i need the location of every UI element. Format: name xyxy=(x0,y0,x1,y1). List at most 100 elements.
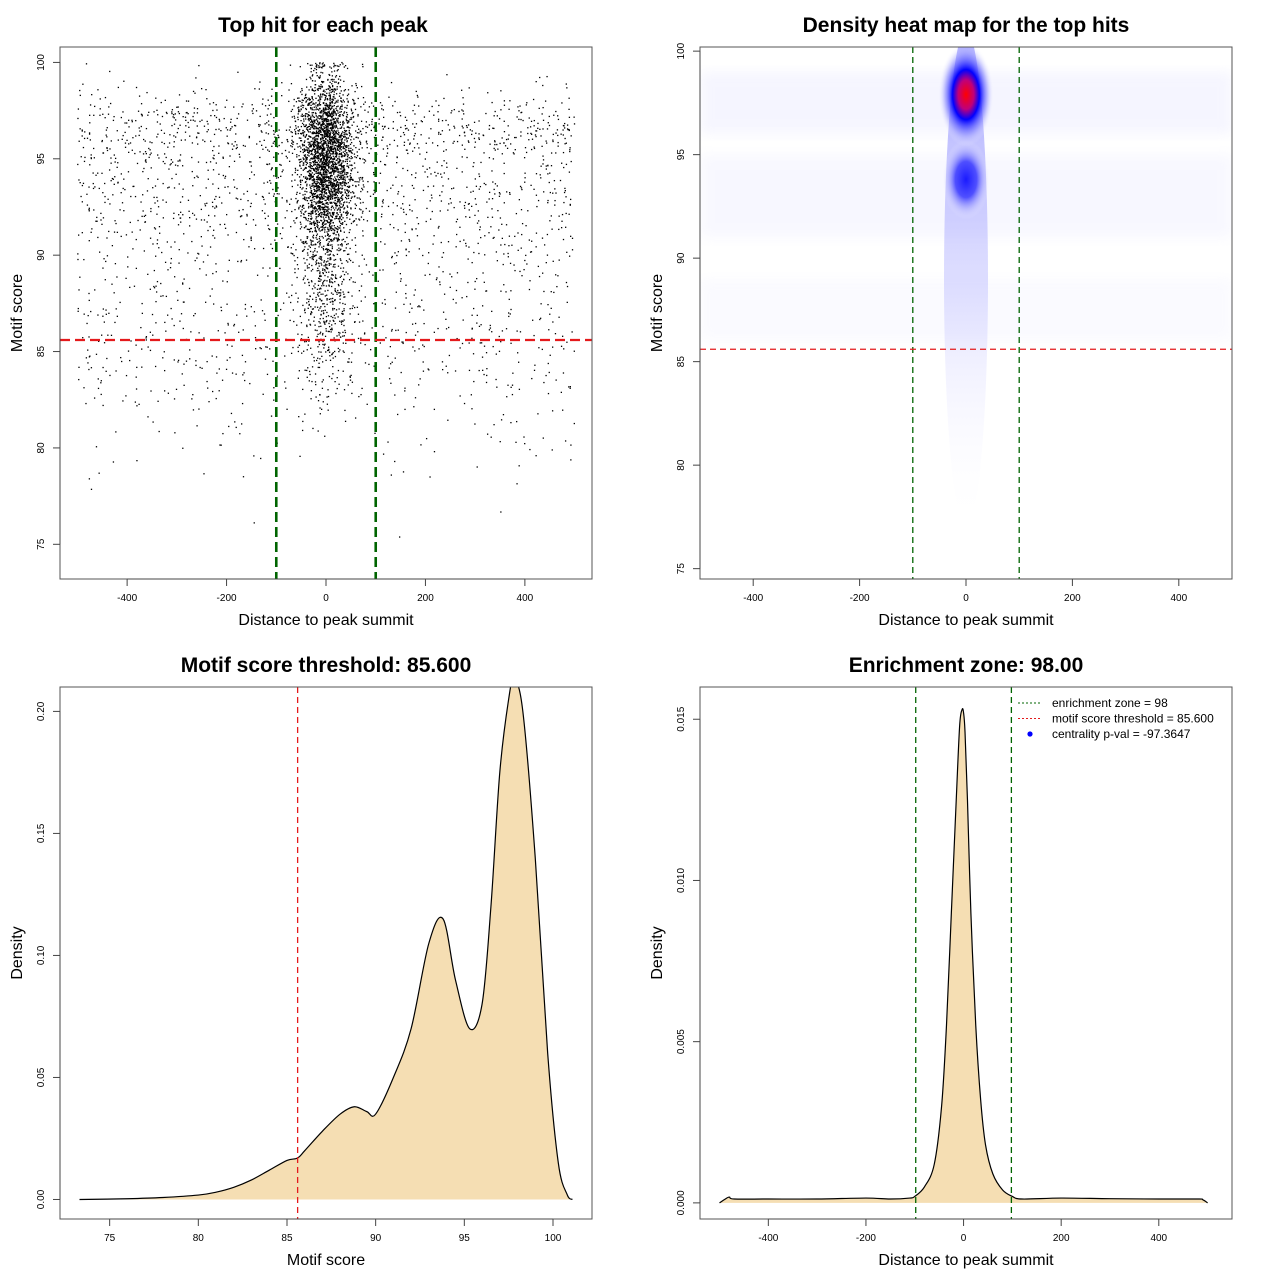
scatter-point xyxy=(350,157,352,160)
scatter-point xyxy=(111,244,114,247)
scatter-point xyxy=(349,259,352,262)
scatter-point xyxy=(314,122,316,124)
scatter-point xyxy=(533,369,536,372)
scatter-point xyxy=(476,314,478,317)
scatter-point xyxy=(311,308,314,310)
scatter-point xyxy=(286,210,288,212)
scatter-point xyxy=(318,246,320,248)
scatter-point xyxy=(344,146,347,148)
scatter-point xyxy=(545,261,547,264)
scatter-point xyxy=(274,239,276,241)
scatter-point xyxy=(304,211,306,213)
scatter-point xyxy=(286,199,288,202)
scatter-point xyxy=(306,183,308,185)
scatter-point xyxy=(313,138,316,140)
scatter-point xyxy=(331,111,333,113)
scatter-point xyxy=(371,123,373,125)
scatter-point xyxy=(142,138,145,141)
scatter-point xyxy=(327,187,330,190)
scatter-point xyxy=(269,348,271,350)
scatter-point xyxy=(558,228,560,231)
scatter-point xyxy=(157,178,159,180)
scatter-point xyxy=(362,230,364,232)
scatter-point xyxy=(496,143,498,146)
scatter-point xyxy=(159,123,161,125)
scatter-point xyxy=(338,239,340,241)
scatter-point xyxy=(346,165,348,167)
scatter-point xyxy=(350,177,352,179)
scatter-point xyxy=(295,127,297,129)
scatter-point xyxy=(314,306,316,308)
scatter-point xyxy=(422,189,425,192)
scatter-point xyxy=(314,190,316,193)
scatter-point xyxy=(312,157,314,159)
scatter-point xyxy=(311,167,313,170)
scatter-point xyxy=(323,260,326,262)
scatter-point xyxy=(299,66,301,68)
scatter-point xyxy=(173,123,176,125)
scatter-point xyxy=(309,161,311,164)
scatter-point xyxy=(353,162,356,164)
scatter-point xyxy=(339,244,342,246)
scatter-point xyxy=(302,169,304,171)
scatter-point xyxy=(189,349,191,351)
scatter-point xyxy=(312,111,315,114)
scatter-point xyxy=(339,108,341,110)
scatter-point xyxy=(318,278,321,280)
scatter-point xyxy=(262,247,265,250)
scatter-point xyxy=(326,161,328,163)
scatter-point xyxy=(330,238,333,241)
scatter-point xyxy=(308,114,310,117)
scatter-point xyxy=(412,109,414,112)
scatter-point xyxy=(290,83,293,85)
scatter-point xyxy=(324,173,326,175)
scatter-point xyxy=(491,101,493,104)
scatter-point xyxy=(327,123,329,125)
scatter-point xyxy=(222,156,224,158)
scatter-point xyxy=(298,344,301,347)
scatter-point xyxy=(331,107,333,109)
scatter-point xyxy=(167,269,169,271)
scatter-point xyxy=(315,299,317,301)
scatter-point xyxy=(340,105,342,108)
scatter-point xyxy=(327,186,329,189)
scatter-point xyxy=(248,161,251,163)
scatter-point xyxy=(108,230,110,233)
scatter-point xyxy=(297,111,300,113)
scatter-point xyxy=(455,289,458,292)
scatter-point xyxy=(332,143,334,146)
scatter-point xyxy=(526,102,528,104)
scatter-point xyxy=(350,213,352,215)
scatter-point xyxy=(351,307,353,310)
scatter-point xyxy=(202,261,205,263)
scatter-point xyxy=(359,143,362,145)
scatter-point xyxy=(109,148,111,150)
scatter-point xyxy=(330,79,332,81)
scatter-point xyxy=(145,336,148,338)
scatter-point xyxy=(167,392,170,394)
scatter-point xyxy=(337,157,339,160)
scatter-point xyxy=(333,120,335,122)
scatter-point xyxy=(317,400,320,402)
scatter-point xyxy=(323,134,325,136)
scatter-point xyxy=(313,198,315,200)
scatter-point xyxy=(321,201,324,203)
scatter-point xyxy=(315,263,317,266)
scatter-point xyxy=(305,340,307,343)
scatter-point xyxy=(553,179,556,182)
scatter-point xyxy=(339,159,341,161)
scatter-point xyxy=(403,134,406,136)
scatter-point xyxy=(324,290,326,292)
scatter-point xyxy=(476,322,478,324)
scatter-point xyxy=(343,296,345,298)
scatter-point xyxy=(321,67,323,69)
scatter-point xyxy=(324,163,326,165)
scatter-point xyxy=(336,191,338,193)
scatter-point xyxy=(424,274,426,276)
scatter-point xyxy=(382,453,385,455)
scatter-point xyxy=(345,342,347,345)
scatter-point xyxy=(445,119,447,122)
scatter-point xyxy=(487,92,489,94)
scatter-point xyxy=(345,271,347,273)
scatter-point xyxy=(108,169,111,171)
